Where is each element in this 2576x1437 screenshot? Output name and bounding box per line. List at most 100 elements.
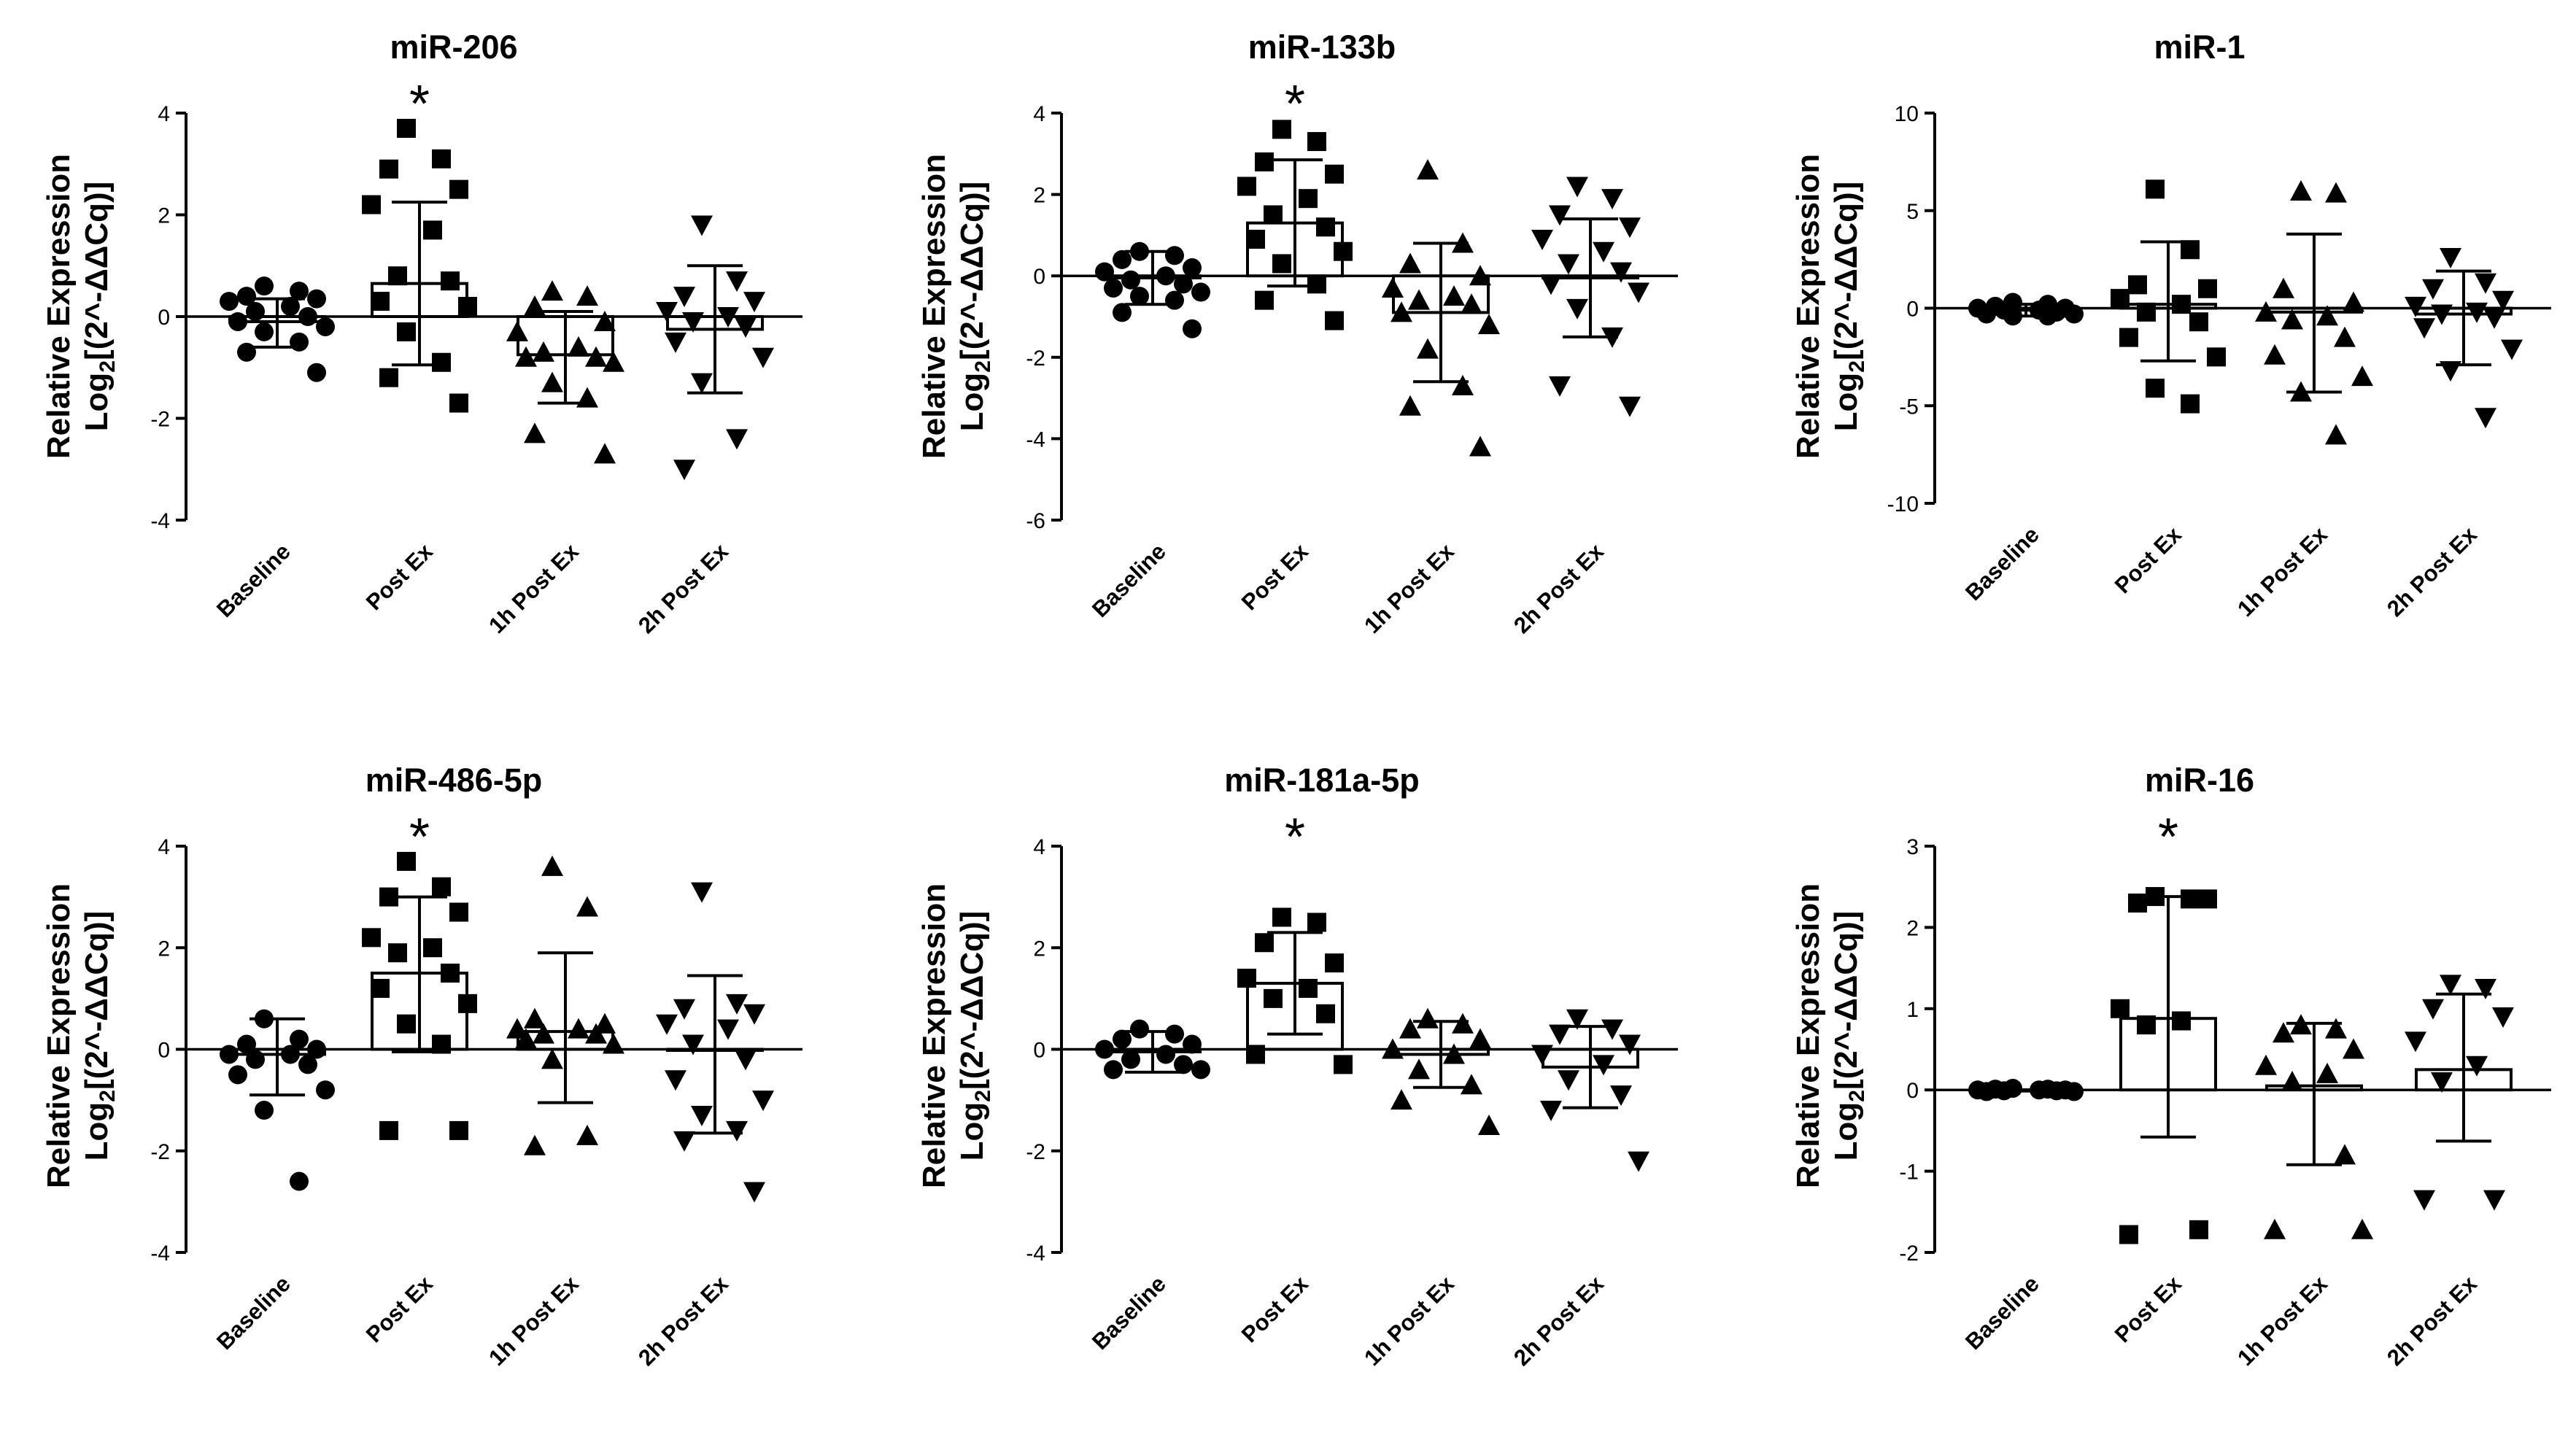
data-point — [2281, 1071, 2303, 1092]
data-point — [1382, 1038, 1404, 1059]
data-point — [1307, 274, 1326, 294]
data-point — [1549, 205, 1571, 226]
data-point — [2431, 304, 2453, 325]
data-point — [2189, 1220, 2208, 1239]
data-point — [298, 307, 317, 326]
data-point — [2189, 312, 2208, 332]
data-point — [449, 902, 468, 922]
data-point — [656, 302, 678, 323]
chart-panel-2: miR-1 Relative Expression Log2[(2^-ΔΔCq)] 1… — [1790, 28, 2551, 621]
data-point — [1399, 252, 1421, 274]
data-point — [1610, 262, 1632, 283]
data-point — [379, 368, 398, 387]
y-axis-label-log: Log — [1828, 1102, 1864, 1161]
y-tick-label: 10 — [1895, 102, 1919, 126]
data-point — [1183, 258, 1202, 278]
data-point — [665, 1070, 686, 1091]
data-point — [1325, 164, 1344, 184]
data-point — [2255, 1054, 2277, 1075]
data-point — [1478, 314, 1500, 335]
data-point — [2137, 1015, 2156, 1035]
data-point — [1558, 254, 1579, 275]
data-point — [432, 877, 451, 896]
y-tick-label: -5 — [1899, 395, 1919, 419]
data-point — [2181, 889, 2200, 909]
data-point — [568, 336, 589, 357]
data-point — [1601, 1019, 1623, 1040]
y-tick-label: 2 — [158, 204, 170, 228]
y-axis-label-line1: Relative Expression — [41, 154, 77, 459]
data-point — [717, 307, 739, 328]
data-point — [1113, 249, 1132, 269]
data-point — [673, 287, 695, 308]
y-tick-label: -4 — [1026, 1242, 1045, 1266]
data-point — [2281, 309, 2303, 330]
y-axis-label-line2: Log2[(2^-ΔΔCq)] — [1828, 182, 1869, 432]
data-point — [2207, 347, 2226, 367]
data-point — [576, 1124, 598, 1145]
data-point — [1601, 189, 1623, 210]
data-point — [2466, 1056, 2488, 1077]
data-point — [1452, 374, 1474, 395]
y-axis-label-log: Log — [954, 373, 990, 432]
data-point — [594, 1012, 616, 1034]
data-point — [1417, 1007, 1439, 1029]
y-tick-label: 0 — [158, 306, 170, 330]
data-point — [2483, 308, 2505, 329]
data-point — [533, 1023, 554, 1044]
y-axis-label: Relative Expression Log2[(2^-ΔΔCq)] — [916, 883, 995, 1188]
data-point — [656, 1014, 678, 1035]
data-point — [1391, 301, 1412, 322]
data-point — [1174, 1055, 1193, 1074]
data-point — [2111, 289, 2130, 309]
data-point — [594, 310, 616, 331]
y-tick-label: -2 — [1899, 1242, 1919, 1266]
data-point — [1628, 1151, 1649, 1172]
y-tick-label: 4 — [158, 835, 170, 859]
data-point — [603, 351, 624, 372]
data-point — [1165, 290, 1184, 310]
data-point — [388, 943, 407, 963]
data-point — [2065, 1082, 2084, 1101]
y-axis-label: Relative Expression Log2[(2^-ΔΔCq)] — [1790, 154, 1869, 459]
data-point — [281, 297, 300, 317]
data-point — [1325, 953, 1344, 973]
data-point — [2273, 1022, 2294, 1043]
y-axis-label-units: [(2^-ΔΔCq)] — [1828, 182, 1864, 360]
data-point — [290, 282, 309, 301]
data-point — [1307, 132, 1326, 152]
data-point — [673, 999, 695, 1020]
data-point — [290, 1029, 309, 1049]
data-point — [246, 302, 265, 322]
data-point — [2128, 275, 2147, 295]
data-point — [752, 347, 774, 368]
data-point — [2475, 273, 2496, 294]
data-point — [397, 118, 416, 138]
y-tick-label: 1 — [1906, 998, 1919, 1022]
y-axis-label: Relative Expression Log2[(2^-ΔΔCq)] — [41, 154, 120, 459]
data-point — [1156, 266, 1175, 286]
data-point — [379, 159, 398, 179]
data-point — [743, 1182, 765, 1203]
data-point — [255, 322, 274, 341]
data-point — [1264, 205, 1283, 225]
data-point — [743, 292, 765, 313]
data-point — [1399, 395, 1421, 416]
y-axis-label-line1: Relative Expression — [916, 154, 952, 459]
data-point — [1104, 1060, 1123, 1080]
data-point — [1307, 913, 1326, 932]
data-point — [458, 297, 477, 317]
y-tick-label: 0 — [158, 1039, 170, 1063]
y-tick-label: 0 — [1033, 265, 1045, 289]
data-point — [1531, 1045, 1553, 1066]
data-point — [2181, 240, 2200, 260]
data-point — [2334, 326, 2356, 347]
data-point — [524, 1007, 546, 1029]
data-point — [1469, 435, 1491, 457]
data-point — [1417, 159, 1439, 180]
data-point — [307, 289, 326, 309]
data-point — [682, 1034, 704, 1056]
y-axis-label-line1: Relative Expression — [1790, 154, 1826, 459]
data-point — [1156, 1045, 1175, 1064]
data-point — [506, 1018, 528, 1039]
